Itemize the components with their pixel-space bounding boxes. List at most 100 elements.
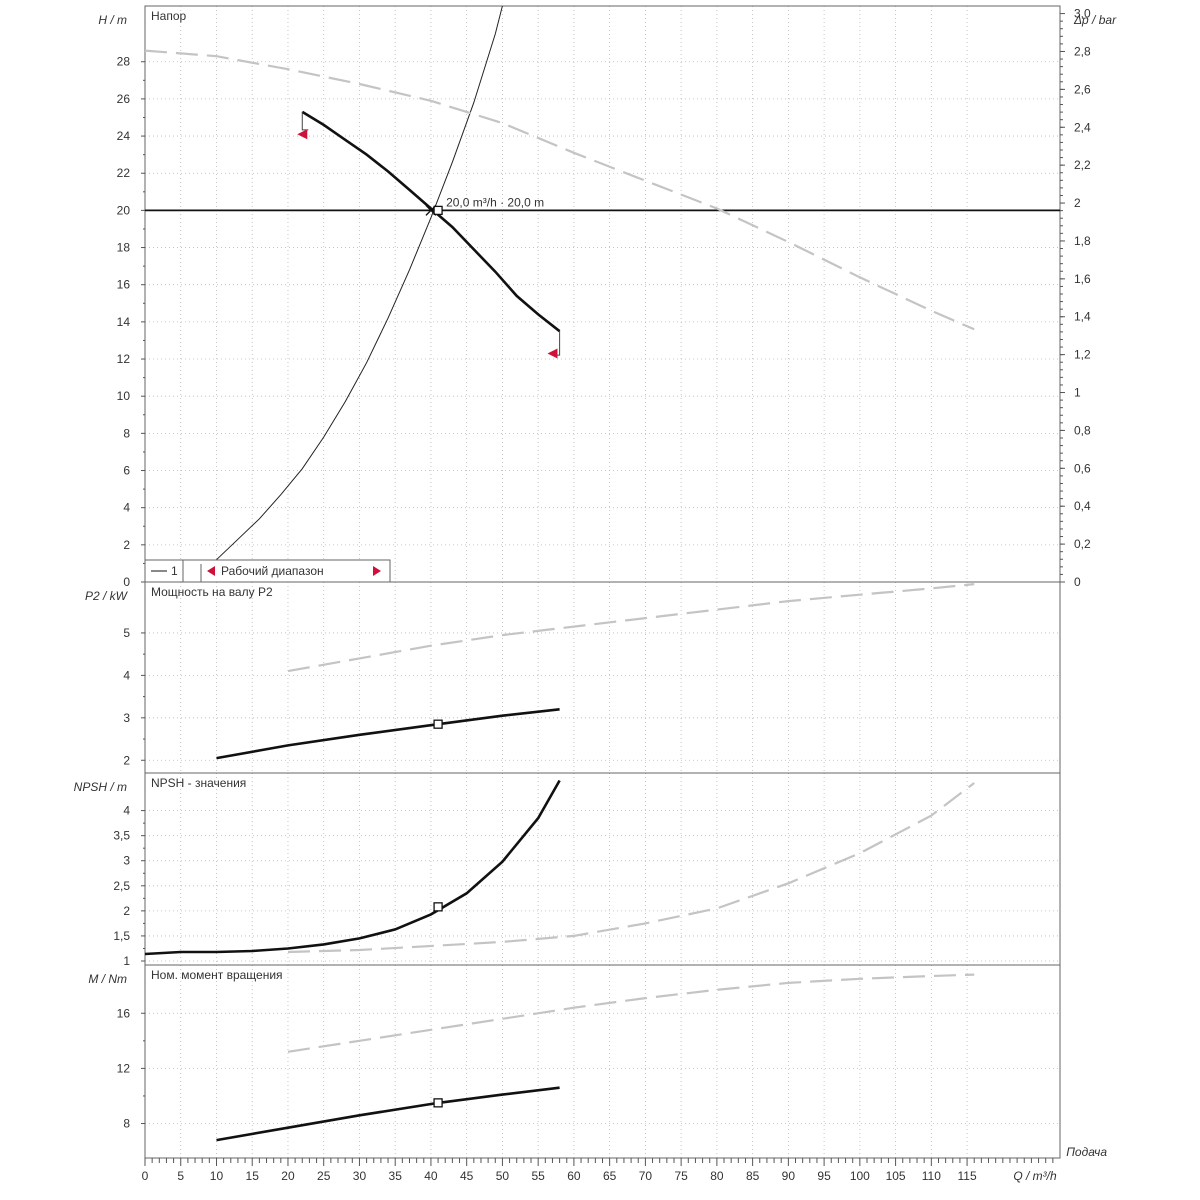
panel-npsh: 1 1,5 2 2,5 3 3,5 4 NPSH - значения NPSH / m [74,772,1061,968]
x-tick-label: 115 [958,1169,977,1183]
series-solid-thin-1 [216,5,503,561]
y-tick-label: 24 [117,129,131,143]
x-tick-label: 85 [746,1169,760,1183]
y-tick-label: 2,5 [113,879,130,893]
x-tick-label: 60 [567,1169,581,1183]
y-tick-label: 22 [117,166,131,180]
x-tick-label: 80 [710,1169,724,1183]
x-tick-label: 45 [460,1169,474,1183]
y2-tick-label: 2,6 [1074,82,1091,96]
limit-marker [297,129,308,140]
y-tick-label: 1,5 [113,929,130,943]
x-tick-label: 95 [817,1169,831,1183]
y2-tick-label: 0,8 [1074,423,1091,437]
y-tick-label: 4 [123,668,130,682]
y-axis-title: NPSH / m [74,780,127,794]
y2-tick-label: 0,2 [1074,537,1091,551]
y-tick-label: 4 [123,804,130,818]
y2-tick-label: 2,2 [1074,158,1091,172]
x-tick-label: 40 [424,1169,438,1183]
y2-tick-label: 1 [1074,386,1081,400]
y2-tick-label: 1,4 [1074,310,1091,324]
panel-title: Ном. момент вращения [151,968,283,982]
x-tick-label: 10 [210,1169,224,1183]
limit-marker [547,348,558,359]
y-tick-label: 4 [123,501,130,515]
x-tick-label: 90 [782,1169,796,1183]
y-tick-label: 12 [117,1061,131,1075]
duty-point [433,1098,443,1108]
x-tick-label: 5 [177,1169,184,1183]
y-axis-title: H / m [98,13,127,27]
y-tick-label: 8 [123,1117,130,1131]
y2-tick-label: 2,4 [1074,120,1091,134]
x-tick-label: 30 [353,1169,367,1183]
y-axis-title: P2 / kW [85,589,129,603]
legend-item-1: 1 [171,564,178,578]
y-tick-label: 20 [117,203,131,217]
y2-tick-label: 0 [1074,575,1081,589]
series-solid-bold-0 [301,110,561,333]
y-tick-label: 6 [123,464,130,478]
y-tick-label: 1 [123,954,130,968]
panel-power: 2 3 4 5 Мощность на валу P2 P2 / kW [85,581,1061,774]
y-axis-title: M / Nm [88,972,127,986]
x-axis-caption: Подача [1066,1145,1107,1159]
panel-frame [144,5,1061,583]
y-tick-label: 16 [117,278,131,292]
y2-tick-label: 2,8 [1074,44,1091,58]
y-tick-label: 2 [123,538,130,552]
y-tick-label: 16 [117,1006,131,1020]
y-tick-label: 26 [117,92,131,106]
x-tick-label: 15 [246,1169,260,1183]
panel-frame [144,772,1061,966]
duty-point-label: 20,0 m³/h · 20,0 m [446,195,544,209]
panel-title: Мощность на валу P2 [151,585,273,599]
y-tick-label: 2 [123,753,130,767]
series-dashed-grey-1 [287,782,975,954]
x-tick-label: 110 [922,1169,941,1183]
y2-tick-label: 1,8 [1074,234,1091,248]
x-tick-label: 0 [142,1169,149,1183]
y-tick-label: 5 [123,626,130,640]
x-tick-label: 105 [886,1169,906,1183]
x-tick-label: 50 [496,1169,510,1183]
y-tick-label: 18 [117,241,131,255]
x-tick-label: 55 [531,1169,545,1183]
y2-tick-label: 0,6 [1074,461,1091,475]
y2-tick-label: 2 [1074,196,1081,210]
x-tick-label: 70 [639,1169,653,1183]
x-tick-label: 65 [603,1169,617,1183]
y-tick-label: 14 [117,315,131,329]
y2-tick-label: 3,0 [1074,7,1091,21]
series-dashed-grey-1 [287,583,975,673]
panel-title: Напор [151,9,187,23]
panel-title: NPSH - значения [151,776,246,790]
y-tick-label: 3 [123,854,130,868]
x-tick-label: 20 [281,1169,295,1183]
series-dashed-grey-2 [144,49,975,331]
flag-left-icon [207,566,215,576]
y-tick-label: 0 [123,575,130,589]
x-tick-label: 100 [850,1169,870,1183]
legend-item-2: Рабочий диапазон [221,564,324,578]
flag-right-icon [373,566,381,576]
y2-tick-label: 1,6 [1074,272,1091,286]
y-tick-label: 8 [123,426,130,440]
y2-tick-label: 1,2 [1074,348,1091,362]
y-tick-label: 3 [123,711,130,725]
y-tick-label: 10 [117,389,131,403]
series-solid-bold-0 [216,708,560,760]
y2-tick-label: 0,4 [1074,499,1091,513]
y-tick-label: 3,5 [113,829,130,843]
x-tick-label: 25 [317,1169,331,1183]
y2-axis-title: Δp / bar [1073,13,1117,27]
legend: 1 Рабочий диапазон [144,559,391,583]
series-solid-bold-0 [144,779,561,956]
y-tick-label: 2 [123,904,130,918]
series-solid-bold-0 [216,1086,560,1142]
y-tick-label: 28 [117,55,131,69]
duty-point [433,719,443,729]
